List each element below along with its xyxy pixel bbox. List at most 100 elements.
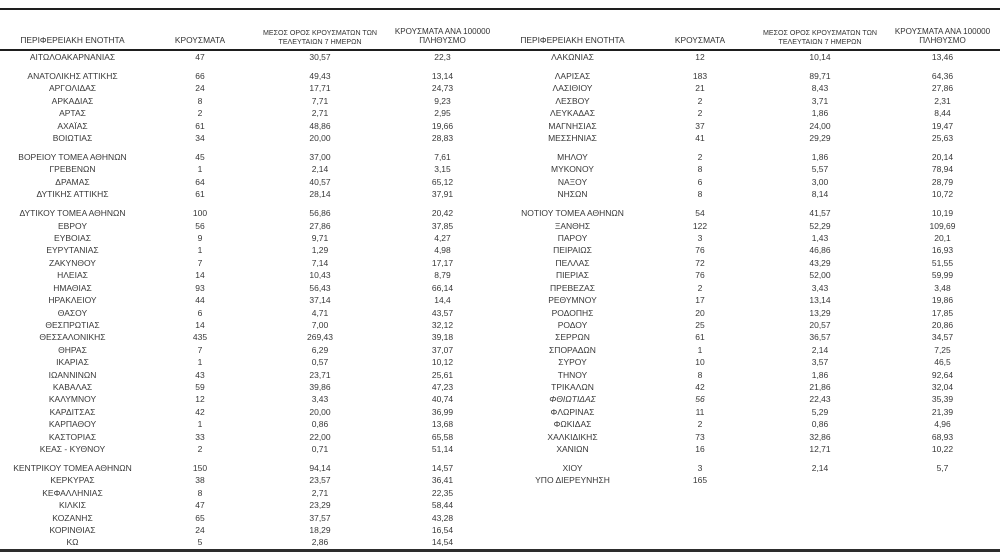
region-name-cell: ΝΑΞΟΥ [557,176,588,187]
cases-cell: 2 [697,419,703,430]
per100k-cell: 20,42 [431,208,454,219]
region-name-cell: ΕΥΡΥΤΑΝΙΑΣ [46,245,99,256]
avg7-cell: 23,57 [309,475,331,486]
region-name-cell [500,536,645,548]
avg7-cell: 12,71 [809,443,831,454]
per100k-cell [885,524,1000,536]
per100k-cell: 32,04 [931,381,954,392]
table-row: ΚΕΦΑΛΛΗΝΙΑΣ 8 2,71 22,35 [0,487,1000,499]
per100k-cell: 51,14 [431,443,454,454]
per100k-cell: 28,79 [931,176,954,187]
cases-cell: 24 [195,525,205,535]
avg7-cell: 2,14 [811,462,829,473]
region-name-cell: ΥΠΟ ΔΙΕΡΕΥΝΗΣΗ [535,475,610,486]
cases-cell: 54 [695,208,705,219]
region-name-cell [500,487,645,499]
per100k-cell: 51,55 [931,257,954,268]
region-name-cell: ΕΥΒΟΙΑΣ [54,233,91,244]
cases-cell: 76 [695,245,705,256]
avg7-cell [755,474,885,486]
avg7-cell: 52,29 [809,220,831,231]
cases-cell: 14 [195,319,205,330]
region-name-cell: ΦΛΩΡΙΝΑΣ [550,406,595,417]
table-row: ΙΩΑΝΝΙΝΩΝ 43 23,71 25,61 ΤΗΝΟΥ 8 1,86 92,64 [0,369,1000,381]
cases-cell: 5 [197,537,203,548]
avg7-cell: 23,71 [309,369,331,380]
region-name-cell: ΔΥΤΙΚΗΣ ΑΤΤΙΚΗΣ [36,189,109,200]
per100k-cell: 40,74 [431,394,454,405]
cases-cell [645,512,755,524]
spacer-row [0,144,1000,151]
per100k-cell: 43,57 [431,307,454,318]
cases-cell: 38 [195,475,205,486]
per100k-cell: 47,23 [431,381,454,392]
region-name-cell: ΑΡΤΑΣ [59,108,86,119]
table-row: ΗΜΑΘΙΑΣ 93 56,43 66,14 ΠΡΕΒΕΖΑΣ 2 3,43 3,48 [0,282,1000,294]
per100k-cell: 17,85 [931,307,954,318]
table-row: ΑΙΤΩΛΟΑΚΑΡΝΑΝΙΑΣ 47 30,57 22,3 ΛΑΚΩΝΙΑΣ 12 10,… [0,50,1000,63]
region-name-cell: ΡΟΔΟΠΗΣ [551,307,594,318]
cases-cell: 61 [195,189,205,200]
region-name-cell: ΛΕΥΚΑΔΑΣ [550,108,595,119]
region-name-cell: ΤΡΙΚΑΛΩΝ [551,381,594,392]
cases-cell: 8 [697,189,703,200]
region-name-cell: ΗΜΑΘΙΑΣ [53,282,92,293]
avg7-cell: 27,86 [309,220,331,231]
cases-cell: 17 [695,295,705,306]
per100k-cell: 13,46 [931,52,954,62]
region-name-cell: ΝΗΣΩΝ [557,189,588,200]
region-name-cell: ΧΙΟΥ [562,462,583,473]
cases-cell: 61 [195,120,205,131]
avg7-cell: 49,43 [309,71,331,81]
region-name-cell: ΚΑΛΥΜΝΟΥ [48,394,97,405]
region-name-cell: ΘΕΣΣΑΛΟΝΙΚΗΣ [39,332,106,343]
cases-cell: 7 [197,257,203,268]
cases-cell: 25 [695,319,705,330]
per100k-cell: 7,61 [434,152,451,163]
avg7-cell: 13,14 [809,295,831,306]
avg7-cell: 28,14 [309,189,331,200]
region-name-cell: ΚΑΣΤΟΡΙΑΣ [48,431,97,442]
region-name-cell: ΤΗΝΟΥ [557,369,588,380]
avg7-cell: 23,29 [309,500,331,511]
cases-cell: 93 [195,282,205,293]
region-name-cell: ΑΝΑΤΟΛΙΚΗΣ ΑΤΤΙΚΗΣ [27,71,118,81]
region-name-cell: ΞΑΝΘΗΣ [554,220,591,231]
avg7-cell: 1,43 [811,233,829,244]
region-name-cell: ΒΟΙΩΤΙΑΣ [52,133,93,144]
cases-cell: 2 [697,282,703,293]
avg7-cell [755,487,885,499]
per100k-cell: 36,41 [431,475,454,486]
region-name-cell: ΓΡΕΒΕΝΩΝ [49,164,96,175]
cases-cell: 10 [695,357,705,368]
table-row: ΑΧΑΪΑΣ 61 48,86 19,66 ΜΑΓΝΗΣΙΑΣ 37 24,00 19,47 [0,120,1000,132]
region-name-cell: ΣΥΡΟΥ [558,357,587,368]
cases-cell [645,524,755,536]
cases-cell: 47 [195,52,205,62]
avg7-cell: 94,14 [309,462,331,473]
region-name-cell: ΦΘΙΩΤΙΔΑΣ [549,394,596,405]
avg7-cell: 2,86 [311,537,329,548]
spacer-row [0,63,1000,70]
avg7-cell: 0,86 [311,419,329,430]
per100k-cell [885,536,1000,548]
column-header-avg7-right: ΜΕΣΟΣ ΟΡΟΣ ΚΡΟΥΣΜΑΤΩΝ ΤΩΝ ΤΕΛΕΥΤΑΙΩΝ 7 Η… [755,10,885,51]
table-row: ΚΩ 5 2,86 14,54 [0,536,1000,548]
per100k-cell: 65,12 [431,176,454,187]
region-name-cell: ΦΩΚΙΔΑΣ [553,419,592,430]
per100k-cell: 22,3 [434,52,451,62]
avg7-cell [755,499,885,511]
cases-cell: 56 [695,394,705,405]
cases-cell: 2 [697,108,703,119]
table-row: ΓΡΕΒΕΝΩΝ 1 2,14 3,15 ΜΥΚΟΝΟΥ 8 5,57 78,94 [0,163,1000,175]
per100k-cell [885,499,1000,511]
avg7-cell: 20,00 [309,133,331,144]
table-row: ΚΕΝΤΡΙΚΟΥ ΤΟΜΕΑ ΑΘΗΝΩΝ 150 94,14 14,57 ΧΙΟΥ 3… [0,462,1000,474]
cases-cell: 76 [695,270,705,281]
avg7-cell: 3,71 [811,95,829,106]
region-name-cell: ΚΙΛΚΙΣ [59,500,86,511]
per100k-cell: 64,36 [931,71,954,81]
region-name-cell: ΠΕΙΡΑΙΩΣ [553,245,592,256]
per100k-cell: 37,07 [431,344,454,355]
